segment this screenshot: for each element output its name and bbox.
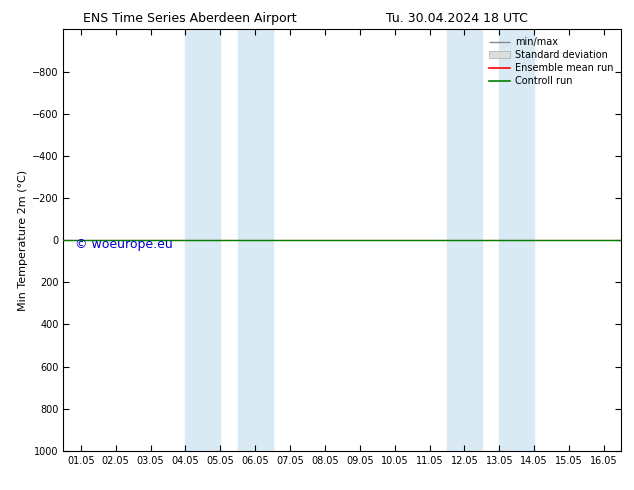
Legend: min/max, Standard deviation, Ensemble mean run, Controll run: min/max, Standard deviation, Ensemble me… [486,34,616,89]
Text: Tu. 30.04.2024 18 UTC: Tu. 30.04.2024 18 UTC [385,12,527,25]
Y-axis label: Min Temperature 2m (°C): Min Temperature 2m (°C) [18,170,28,311]
Bar [500,29,534,451]
Bar [447,29,482,451]
Text: © woeurope.eu: © woeurope.eu [75,238,172,251]
Bar [185,29,221,451]
Bar [238,29,273,451]
Text: ENS Time Series Aberdeen Airport: ENS Time Series Aberdeen Airport [84,12,297,25]
